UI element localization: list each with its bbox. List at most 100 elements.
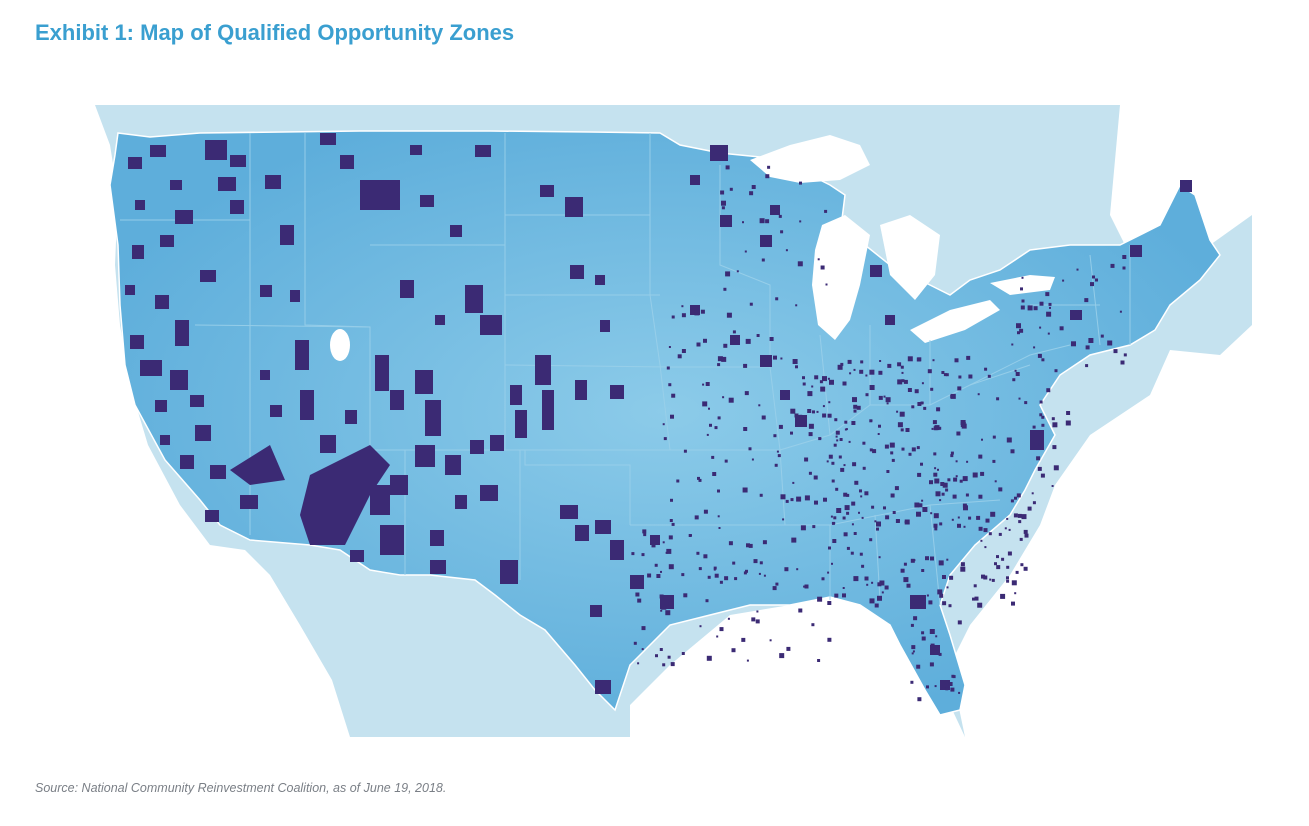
opportunity-zone-tract [911,447,916,452]
opportunity-zone-tract [930,387,934,391]
opportunity-zone-tract [808,432,813,437]
opportunity-zone-tract [765,174,770,179]
opportunity-zone-tract [869,538,873,542]
opportunity-zone-tract [957,620,962,625]
opportunity-zone-tract [717,356,723,362]
opportunity-zone-tract [697,476,700,480]
opportunity-zone-tract [935,635,938,638]
opportunity-zone-tract [921,499,924,502]
opportunity-zone-tract [872,449,877,454]
opportunity-zone-tract [921,569,925,572]
opportunity-zone-tract [797,261,803,267]
opportunity-zone-tract [903,577,909,583]
opportunity-zone-tract [1027,506,1032,511]
opportunity-zone-tract [1018,520,1022,524]
opportunity-zone-tract [976,515,981,520]
opportunity-zone-tract [980,539,983,542]
opportunity-zone-tract [1032,425,1036,429]
opportunity-zone-tract [828,454,833,459]
opportunity-zone-tract [925,556,929,561]
opportunity-zone-tract [637,598,642,603]
opportunity-zone-tract [728,397,734,403]
opportunity-zone-tract [957,523,961,528]
opportunity-zone-tract [965,493,969,497]
opportunity-zone-tract [922,507,928,512]
opportunity-zone-tract [1010,499,1014,503]
opportunity-zone-tract [1018,397,1021,400]
opportunity-zone-tract [1014,592,1017,595]
opportunity-zone-tract [959,479,963,483]
opportunity-zone-tract [825,283,828,286]
opportunity-zone-tract [814,375,819,380]
opportunity-zone-tract [934,478,940,484]
opportunity-zone-tract [933,452,937,456]
opportunity-zone-tract [932,359,935,362]
opportunity-zone-tract [633,641,637,645]
opportunity-zone-tract [923,406,927,410]
opportunity-zone-tract [821,577,825,581]
opportunity-zone-tract [822,413,827,418]
opportunity-zone-tract [908,452,912,456]
opportunity-zone-tract [916,511,921,517]
opportunity-zone-tract [1006,576,1009,580]
opportunity-zone-tract [917,472,922,477]
opportunity-zone-tract [856,405,861,410]
opportunity-zone-tract [1052,445,1057,450]
opportunity-zone-tract [966,460,969,463]
opportunity-zone-tract [835,487,839,491]
opportunity-zone-tract [848,440,851,443]
opportunity-zone-tract [972,597,975,601]
opportunity-zone-tract [714,426,718,430]
opportunity-zone-tract [702,401,708,407]
opportunity-zone-tract [885,515,890,520]
opportunity-zone-tract [877,582,882,587]
opportunity-zone-tract [763,574,766,577]
opportunity-zone-tract [930,556,934,561]
opportunity-zone-tract [1041,358,1045,362]
opportunity-zone-tract [870,598,875,603]
opportunity-zone-tract [989,578,992,581]
opportunity-zone-tract [742,221,744,224]
opportunity-zone-tract [705,599,709,603]
opportunity-zone-tract [916,357,921,362]
opportunity-zone-tract [844,505,850,511]
opportunity-zone-tract [1039,413,1043,417]
opportunity-zone-tract [671,393,676,398]
opportunity-zone-tract [1019,537,1023,541]
opportunity-zone-tract [1036,456,1041,461]
opportunity-zone-tract [905,428,910,432]
opportunity-zone-tract [755,619,760,624]
great-salt-lake [330,329,350,361]
opportunity-zone-tract [916,664,921,669]
opportunity-zone-tract [1011,601,1015,606]
opportunity-zone-tract [950,451,954,455]
opportunity-zone-tract [1033,306,1038,311]
opportunity-zone-tract [1049,306,1051,309]
opportunity-zone-tract [798,608,803,613]
opportunity-zone-tract [901,371,904,374]
opportunity-zone-tract [676,479,680,483]
opportunity-zone-tract [824,209,828,213]
opportunity-zone-tract [799,220,802,223]
opportunity-zone-tract [996,397,1000,401]
opportunity-zone-tract [992,435,996,439]
opportunity-zone-tract [842,593,846,598]
opportunity-zone-tract [956,431,961,436]
opportunity-zone-tract [874,603,879,608]
opportunity-zone-tract [668,601,673,606]
opportunity-zone-tract [696,551,700,555]
opportunity-zone-tract [759,493,763,497]
opportunity-zone-tract [960,422,966,427]
opportunity-zone-tract [914,502,920,508]
opportunity-zone-tract [758,404,761,407]
opportunity-zone-tract [949,575,954,580]
opportunity-zone-tract [1001,557,1005,561]
opportunity-zone-tract [854,397,857,400]
opportunity-zone-tract [983,528,988,533]
opportunity-zone-tract [700,309,705,314]
opportunity-zone-tract [911,645,916,650]
opportunity-zone-tract [953,477,958,482]
opportunity-zone-tract [656,574,661,578]
opportunity-zone-tract [935,491,941,497]
opportunity-zone-tract [934,685,937,688]
